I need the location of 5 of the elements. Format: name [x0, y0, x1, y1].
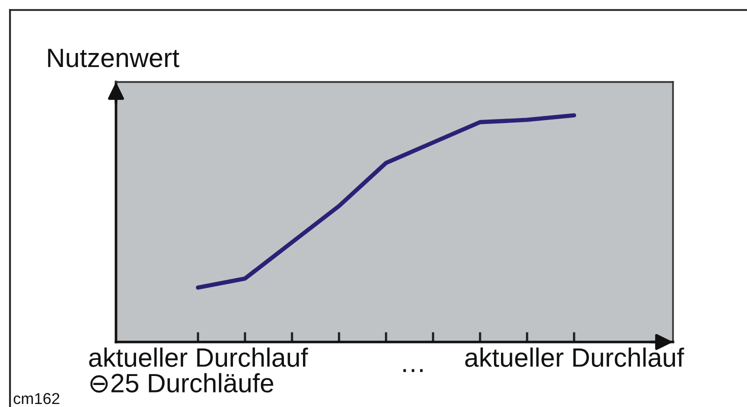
y-axis-title: Nutzenwert — [48, 48, 180, 68]
x-tick-label: aktueller Durchlauf ⊖25 Durchläufe — [89, 348, 308, 393]
text: … — [403, 369, 423, 372]
x-tick-label: aktueller Durchlauf — [465, 348, 684, 367]
text: cm162 — [14, 393, 60, 404]
